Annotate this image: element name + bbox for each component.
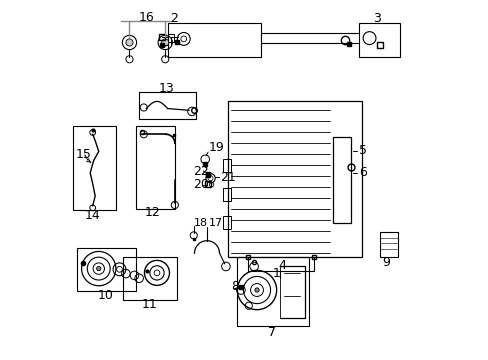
Circle shape — [162, 39, 168, 46]
Text: 7: 7 — [267, 326, 275, 339]
Bar — [123, 257, 176, 300]
Bar — [228, 102, 362, 257]
Text: 5: 5 — [358, 144, 366, 157]
Text: 1: 1 — [272, 267, 280, 280]
Text: 9: 9 — [382, 256, 389, 269]
Bar — [237, 257, 308, 327]
Text: 12: 12 — [144, 206, 160, 219]
Bar — [223, 159, 230, 172]
Bar — [77, 248, 135, 291]
Text: 11: 11 — [141, 298, 157, 311]
Text: 15: 15 — [75, 148, 91, 162]
Bar — [332, 137, 350, 223]
Text: 16: 16 — [138, 11, 154, 24]
Text: 2: 2 — [170, 12, 178, 25]
Text: 13: 13 — [159, 82, 174, 95]
Bar — [379, 232, 397, 257]
Bar — [167, 33, 174, 42]
Bar — [135, 126, 175, 208]
Text: 6: 6 — [358, 166, 366, 179]
Text: 4: 4 — [278, 258, 285, 271]
Text: 8: 8 — [231, 280, 239, 293]
Bar — [358, 23, 399, 57]
Text: 17: 17 — [208, 218, 223, 228]
Bar — [167, 23, 260, 57]
Text: 3: 3 — [372, 12, 380, 25]
Bar — [223, 188, 230, 201]
Bar — [223, 216, 230, 229]
Text: 19: 19 — [208, 141, 224, 154]
Bar — [73, 126, 116, 210]
Circle shape — [254, 288, 259, 292]
Circle shape — [97, 266, 101, 271]
Text: 22: 22 — [192, 165, 208, 177]
Bar — [139, 93, 196, 119]
Circle shape — [125, 39, 133, 46]
Text: 14: 14 — [84, 209, 101, 222]
Text: 18: 18 — [193, 218, 207, 228]
Text: 21: 21 — [220, 171, 236, 184]
Text: 10: 10 — [97, 288, 113, 302]
Text: 20: 20 — [192, 178, 208, 191]
